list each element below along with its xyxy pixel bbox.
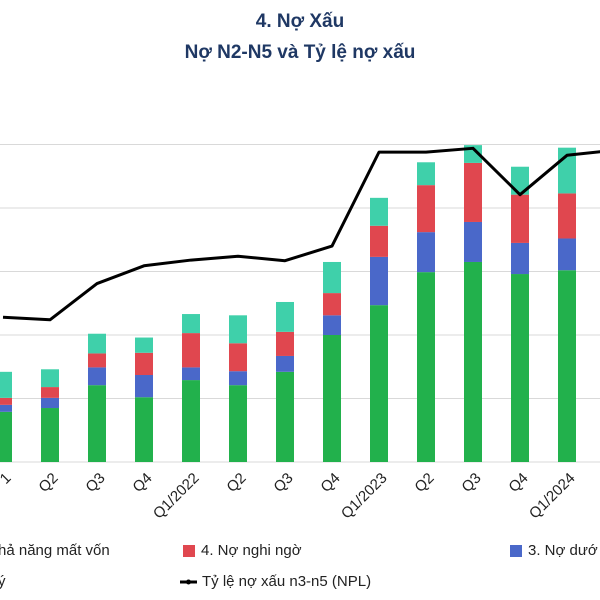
x-tick-label: Q2 — [223, 470, 249, 496]
bar-segment — [276, 371, 294, 462]
legend-label: 4. Nợ nghi ngờ — [201, 542, 302, 559]
bar-segment — [0, 404, 12, 412]
bar-segment — [417, 232, 435, 273]
legend-swatch — [183, 545, 195, 557]
bar-segment — [276, 331, 294, 356]
x-tick-label: Q3 — [82, 470, 108, 496]
chart-subtitle: Nợ N2-N5 và Tỷ lệ nợ xấu — [185, 42, 416, 63]
legend-label: ý — [0, 573, 6, 590]
bar-segment — [41, 408, 59, 462]
bar-segment — [135, 352, 153, 376]
bar-segment — [370, 305, 388, 462]
bar-segment — [417, 162, 435, 186]
x-tick-label: Q1/2023 — [338, 470, 391, 523]
npl-line — [2, 146, 600, 322]
x-tick-label: Q3 — [270, 470, 296, 496]
x-tick-label: 1 — [0, 470, 15, 488]
chart-title: 4. Nợ Xấu — [256, 11, 344, 32]
bar-segment — [182, 314, 200, 334]
bar-segment — [558, 193, 576, 239]
x-tick-label: Q2 — [35, 470, 61, 496]
bar-segment — [135, 337, 153, 353]
bar-segment — [323, 335, 341, 462]
bar-segment — [135, 375, 153, 398]
bar-segment — [276, 355, 294, 372]
bar-segment — [323, 261, 341, 294]
bar-segment — [370, 197, 388, 226]
bar-segment — [558, 270, 576, 462]
bar-segment — [182, 367, 200, 381]
legend-label: Tỷ lệ nợ xấu n3-n5 (NPL) — [202, 573, 371, 590]
bar-segment — [370, 225, 388, 257]
bar-segment — [135, 397, 153, 462]
bar-segment — [0, 371, 12, 398]
bar-segment — [464, 162, 482, 222]
bar-segment — [511, 242, 529, 275]
bar-segment — [511, 166, 529, 195]
bar-segment — [229, 315, 247, 344]
bar-segment — [88, 353, 106, 368]
bar-segment — [511, 274, 529, 462]
x-tick-label: Q3 — [458, 470, 484, 496]
bar-segment — [370, 256, 388, 306]
bar-segment — [182, 380, 200, 462]
bar-segment — [323, 315, 341, 335]
bar-segment — [41, 387, 59, 398]
bar-segment — [511, 194, 529, 243]
x-tick-label: Q4 — [317, 470, 343, 496]
legend-swatch — [186, 579, 191, 585]
x-tick-label: Q1/2022 — [150, 470, 203, 523]
legend-label: 3. Nợ dướ — [528, 542, 598, 559]
bar-segment — [88, 333, 106, 354]
bar-segment — [417, 272, 435, 462]
bar-segment — [464, 221, 482, 262]
x-tick-label: Q4 — [505, 470, 531, 496]
x-tick-label: Q2 — [411, 470, 437, 496]
bar-segment — [323, 293, 341, 316]
bar-segment — [558, 238, 576, 271]
x-tick-label: Q1/2024 — [526, 470, 579, 523]
bar-segment — [88, 385, 106, 462]
bar-segment — [0, 397, 12, 405]
legend-label: hả năng mất vốn — [0, 542, 110, 559]
bar-segment — [41, 397, 59, 409]
bar-segment — [229, 343, 247, 372]
bar-segment — [88, 367, 106, 386]
legend-swatch — [510, 545, 522, 557]
bar-segment — [464, 261, 482, 462]
bar-segment — [0, 411, 12, 462]
bar-segment — [229, 385, 247, 462]
x-tick-label: Q4 — [129, 470, 155, 496]
bar-segment — [182, 333, 200, 368]
bar-segment — [41, 369, 59, 388]
bar-segment — [229, 371, 247, 386]
bar-segment — [276, 301, 294, 332]
bar-segment — [417, 185, 435, 233]
